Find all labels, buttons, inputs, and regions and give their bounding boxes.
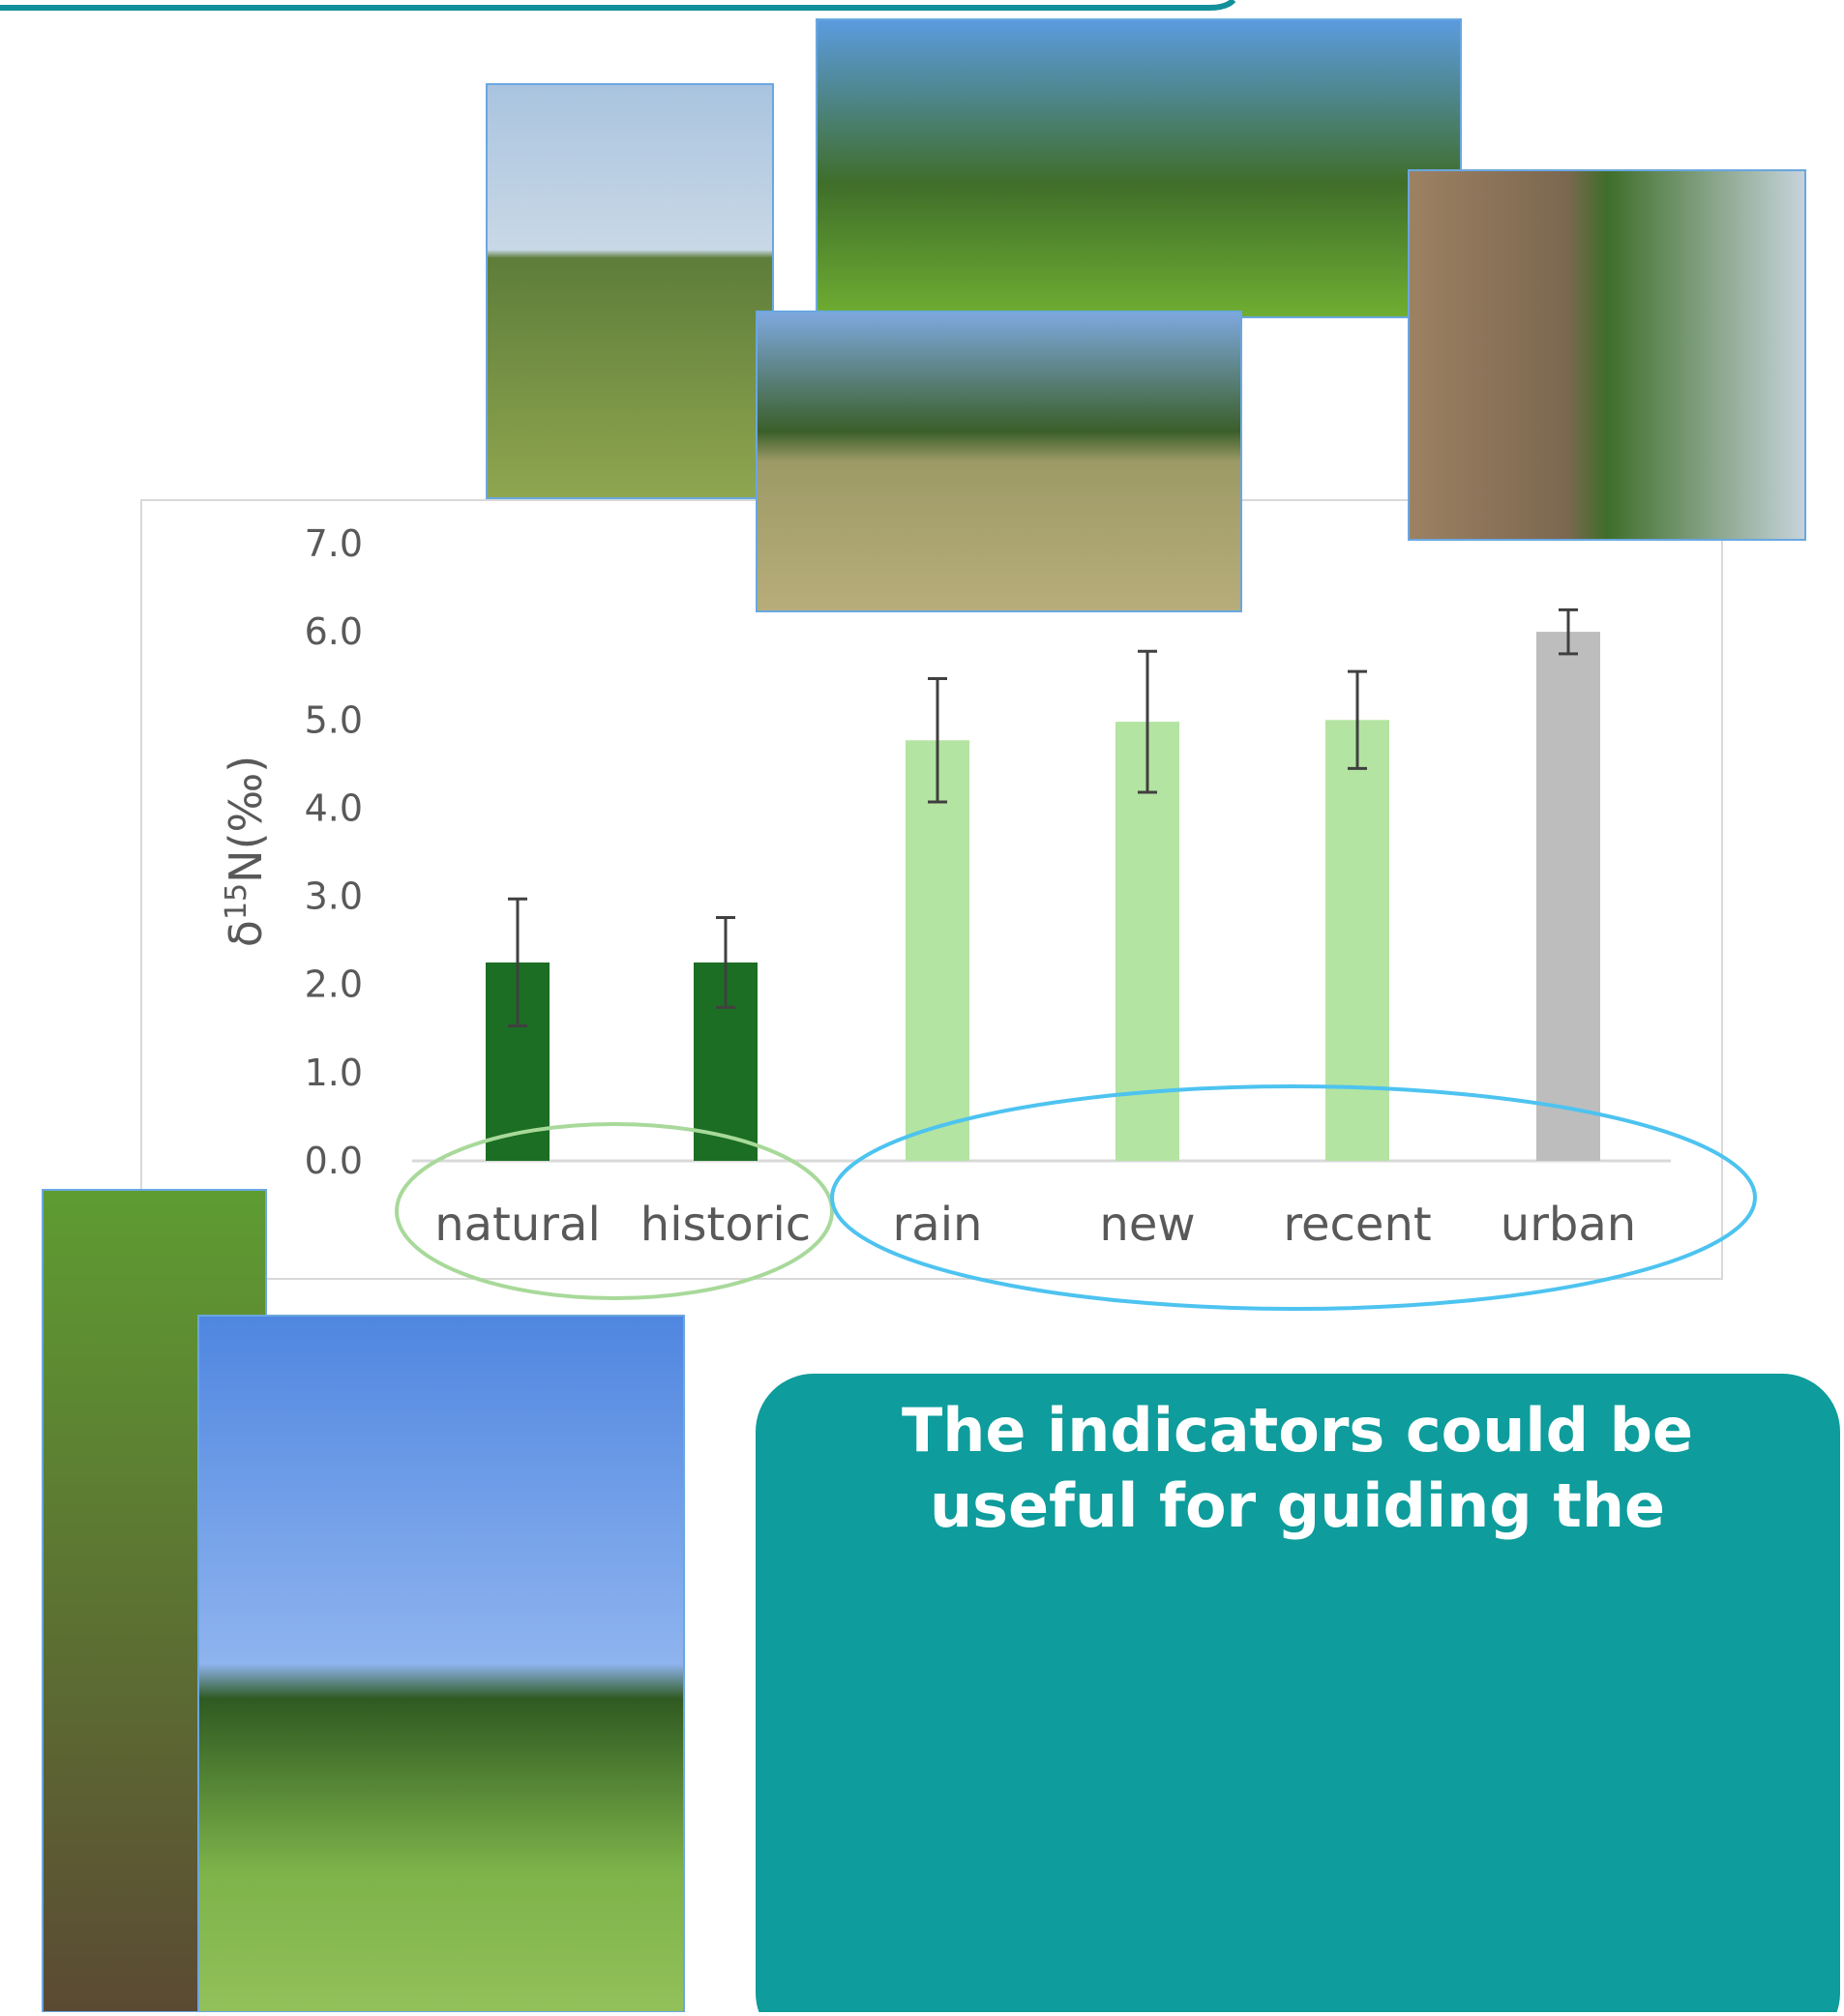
y-label-suffix: N(‰) xyxy=(220,756,272,883)
photo xyxy=(486,83,774,499)
photo xyxy=(756,311,1242,612)
y-axis-label: δ15N(‰) xyxy=(220,756,272,947)
x-tick-label: rain xyxy=(893,1198,983,1252)
bar xyxy=(906,740,969,1161)
photo xyxy=(197,1315,685,2013)
y-tick-label: 3.0 xyxy=(305,875,363,918)
error-bar xyxy=(1348,669,1367,770)
highlight-ellipse xyxy=(830,1084,1757,1311)
y-tick-label: 7.0 xyxy=(305,522,363,565)
highlight-ellipse xyxy=(395,1122,834,1300)
y-tick-label: 4.0 xyxy=(305,786,363,829)
error-bar xyxy=(1559,608,1578,656)
error-bar xyxy=(928,676,947,804)
x-tick-label: historic xyxy=(640,1198,811,1252)
y-tick-label: 2.0 xyxy=(305,964,363,1006)
error-bar xyxy=(508,897,527,1028)
header-border xyxy=(0,0,1236,11)
y-tick-label: 5.0 xyxy=(305,698,363,741)
y-tick-label: 6.0 xyxy=(305,610,363,653)
x-tick-label: urban xyxy=(1501,1198,1636,1252)
bar xyxy=(1325,720,1389,1161)
error-bar xyxy=(716,915,735,1009)
photos xyxy=(42,18,1806,2013)
error-bar xyxy=(1138,649,1157,794)
y-label-prefix: δ xyxy=(220,920,272,947)
callout-box xyxy=(756,1374,1840,2016)
y-tick-label: 1.0 xyxy=(305,1052,363,1094)
photo xyxy=(1408,169,1806,541)
callout-text: The indicators could be useful for guidin… xyxy=(902,1395,1693,1541)
bar xyxy=(1115,722,1179,1161)
x-tick-label: recent xyxy=(1283,1198,1431,1252)
y-label-sup: 15 xyxy=(220,883,253,920)
bar xyxy=(1536,632,1600,1161)
photo xyxy=(816,18,1462,318)
y-tick-label: 0.0 xyxy=(305,1140,363,1182)
x-tick-label: new xyxy=(1099,1198,1195,1252)
x-tick-label: natural xyxy=(434,1198,601,1252)
